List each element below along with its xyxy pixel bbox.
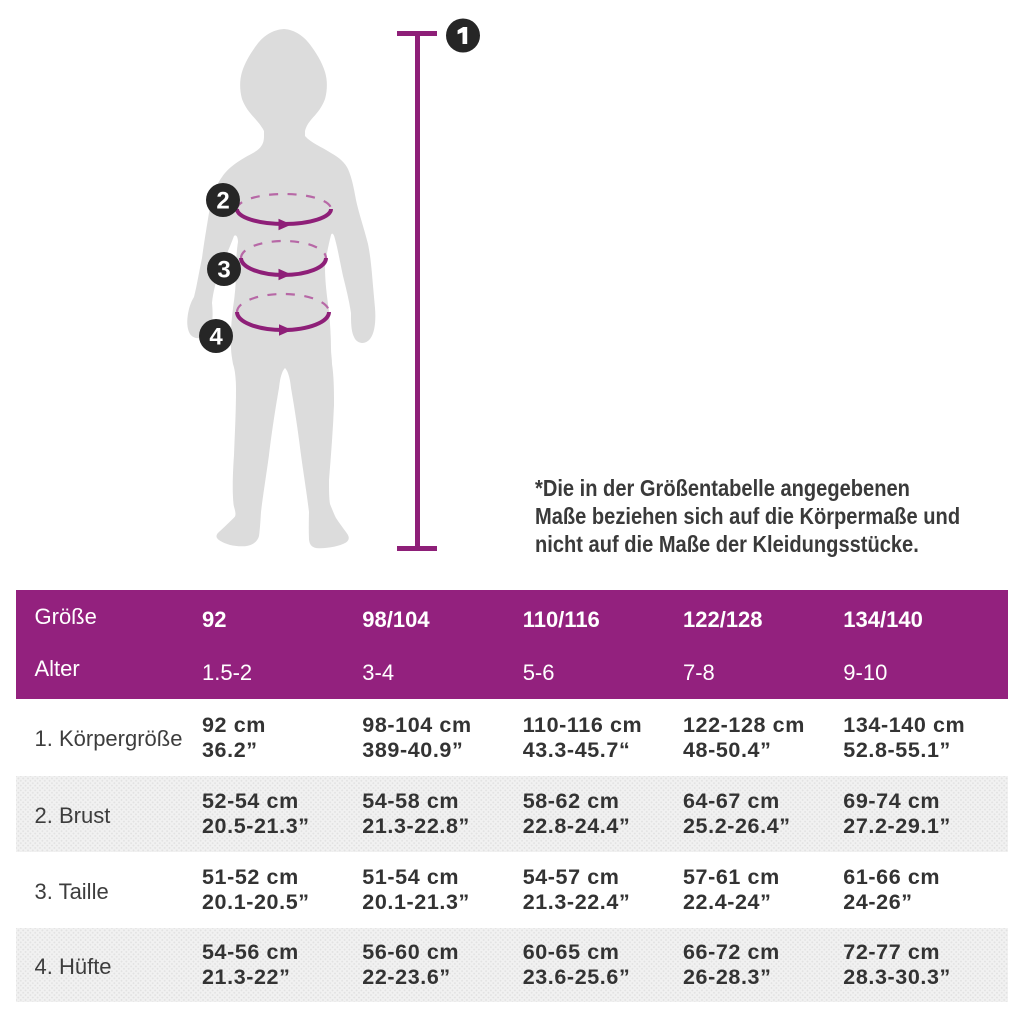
svg-text:2: 2: [216, 188, 229, 215]
svg-text:4: 4: [209, 324, 223, 351]
svg-text:3: 3: [217, 257, 230, 284]
